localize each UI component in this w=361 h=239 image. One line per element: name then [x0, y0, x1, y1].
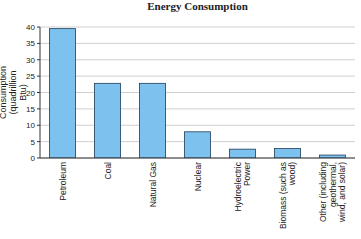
y-tick-label: 0 [31, 154, 36, 163]
x-tick-label: Nuclear [193, 162, 203, 191]
x-tick-label: Other (includinggeothermal,wind, and sol… [318, 162, 347, 223]
x-tick-label: Coal [103, 162, 113, 180]
y-tick-label: 10 [26, 121, 35, 130]
bar [274, 149, 300, 158]
grid-line [40, 76, 355, 77]
x-tick-label: HydroelectricPower [233, 161, 253, 211]
y-tick-label: 35 [26, 39, 35, 48]
grid-line [40, 27, 355, 28]
bar [229, 149, 255, 158]
chart-container: Energy Consumption0510152025303540Consum… [0, 0, 361, 239]
grid-line [40, 125, 355, 126]
bar [139, 83, 165, 158]
y-tick-label: 15 [26, 105, 35, 114]
x-tick-label: Biomass (such aswood) [278, 162, 298, 229]
bar [184, 132, 210, 158]
bars [49, 29, 345, 158]
grid-line [40, 43, 355, 44]
bar [49, 29, 75, 158]
chart-svg: Energy Consumption0510152025303540Consum… [0, 0, 361, 239]
grid-line [40, 108, 355, 109]
x-tick-label: Petroleum [58, 162, 68, 201]
y-tick-label: 30 [26, 56, 35, 65]
x-axis [40, 158, 355, 159]
grid-line [40, 59, 355, 60]
grid-line [40, 92, 355, 93]
y-tick-label: 40 [26, 23, 35, 32]
y-tick-label: 25 [26, 72, 35, 81]
y-axis-label: Consumption(quadrillionBtu) [0, 66, 28, 119]
y-tick-label: 5 [31, 138, 36, 147]
chart-title: Energy Consumption [147, 0, 248, 12]
grid-line [40, 158, 355, 159]
bar [94, 83, 120, 158]
grid [40, 27, 355, 158]
x-tick-label: Natural Gas [148, 162, 158, 207]
y-axis [40, 27, 41, 158]
